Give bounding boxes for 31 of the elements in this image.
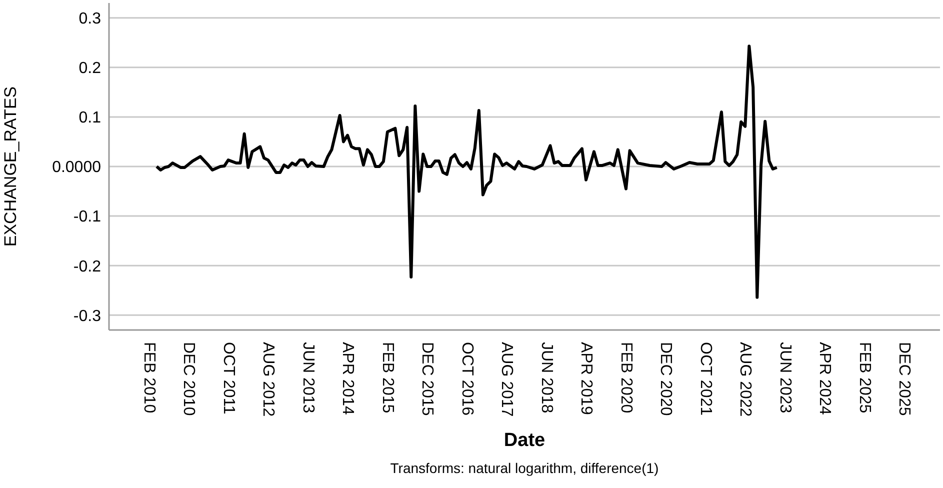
x-tick-label: APR 2014 (339, 342, 356, 416)
line-series (155, 44, 778, 299)
y-tick-label: 0.0000 (52, 159, 102, 176)
x-tick-label: FEB 2015 (378, 342, 396, 414)
x-tick-label: FEB 2025 (856, 342, 874, 414)
x-tick-label: AUG 2012 (260, 342, 277, 417)
x-tick-label: DEC 2025 (896, 342, 913, 416)
x-tick-label: OCT 2016 (458, 342, 476, 416)
y-tick-label: 0.1 (78, 110, 102, 127)
x-tick-label: AUG 2022 (736, 342, 754, 417)
text: Transforms: natural logarithm, difference(1) (389, 460, 660, 476)
x-tick-label: AUG 2017 (498, 342, 516, 417)
y-tick-label: -0.1 (73, 208, 102, 226)
y-tick-label: 0.3 (78, 10, 102, 28)
x-tick-label: DEC 2010 (180, 342, 198, 416)
y-tick-label: -0.3 (73, 308, 102, 325)
x-tick-label: JUN 2013 (299, 342, 316, 414)
x-tick-label: APR 2024 (816, 342, 834, 416)
x-tick-label: FEB 2010 (140, 342, 158, 414)
y-tick-label: -0.2 (73, 258, 102, 276)
x-tick-label: APR 2019 (578, 342, 595, 416)
x-tick-label: OCT 2021 (696, 342, 714, 416)
x-tick-label: DEC 2020 (657, 342, 674, 416)
x-axis-title: Date (502, 430, 546, 452)
x-tick-label: OCT 2011 (220, 342, 237, 414)
x-tick-label: JUN 2018 (538, 342, 555, 414)
y-tick-label: 0.2 (78, 60, 102, 78)
x-tick-label: JUN 2023 (776, 342, 794, 414)
x-tick-label: DEC 2015 (418, 342, 436, 416)
x-tick-label: FEB 2020 (617, 342, 634, 414)
y-axis-title: EXCHANGE_RATES (1, 86, 20, 247)
